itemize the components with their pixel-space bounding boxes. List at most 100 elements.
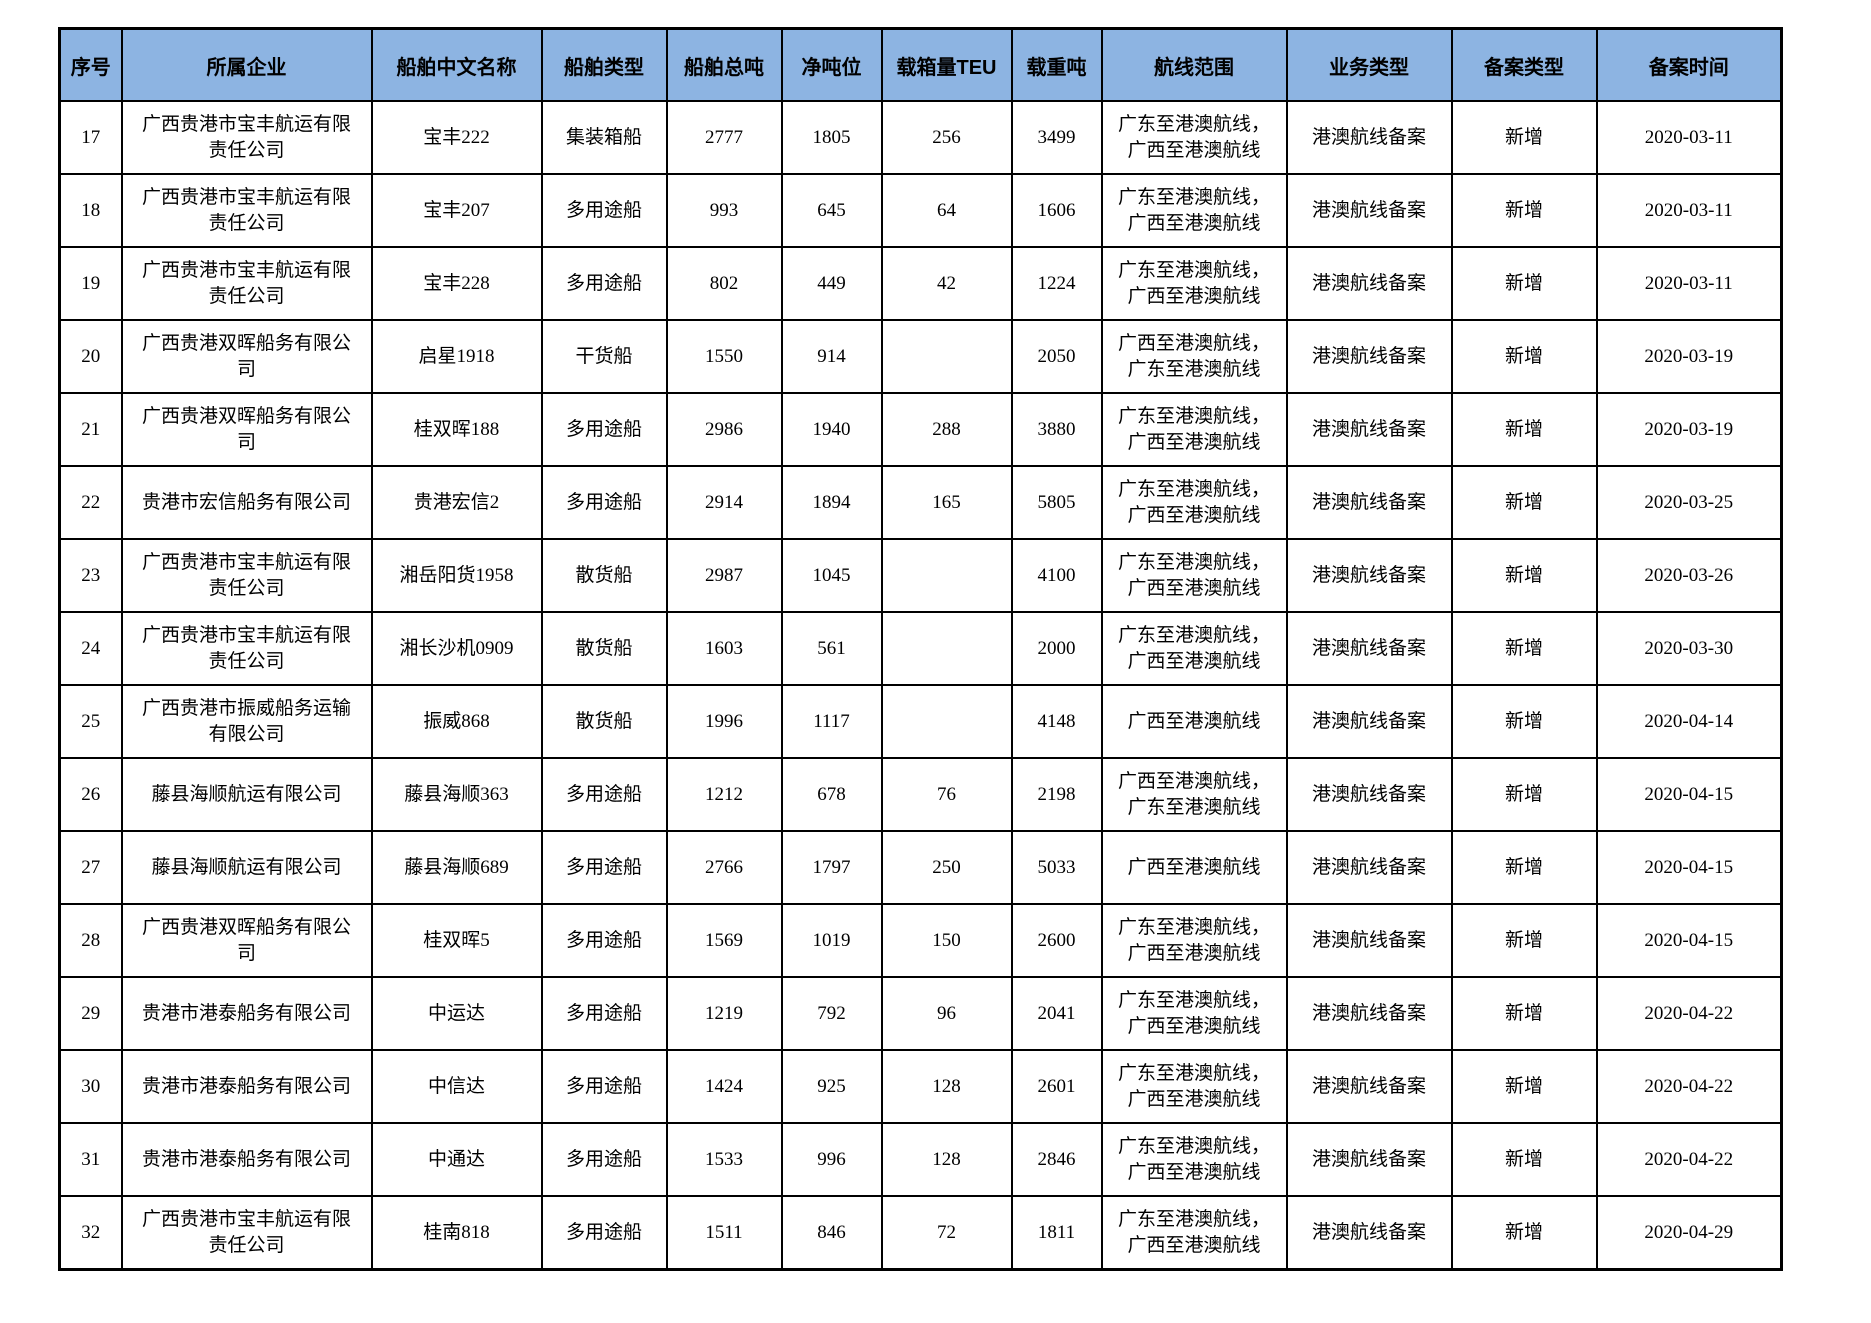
- cell-net: 678: [780, 757, 883, 832]
- cell-teu: 165: [880, 465, 1013, 540]
- cell-ship-name: 藤县海顺689: [370, 830, 543, 905]
- cell-date: 2020-04-22: [1595, 976, 1783, 1051]
- cell-route: 广东至港澳航线，广西至港澳航线: [1100, 246, 1288, 321]
- table-row: 29 贵港市港泰船务有限公司 中运达 多用途船 1219 792 96 2041 广东至港澳航线…: [58, 976, 1783, 1051]
- cell-dwt: 2041: [1010, 976, 1103, 1051]
- cell-dwt: 4100: [1010, 538, 1103, 613]
- cell-date: 2020-04-15: [1595, 830, 1783, 905]
- header-row: 序号 所属企业 船舶中文名称 船舶类型 船舶总吨 净吨位 载箱量TEU 载重吨 航线范围 业务类型…: [58, 27, 1783, 102]
- column-header-gross: 船舶总吨: [665, 27, 783, 102]
- cell-dwt: 4148: [1010, 684, 1103, 759]
- cell-filing: 新增: [1450, 465, 1598, 540]
- cell-dwt: 1811: [1010, 1195, 1103, 1271]
- cell-ship-name: 湘岳阳货1958: [370, 538, 543, 613]
- cell-teu: 76: [880, 757, 1013, 832]
- cell-route: 广东至港澳航线，广西至港澳航线: [1100, 1195, 1288, 1271]
- cell-date: 2020-03-19: [1595, 319, 1783, 394]
- cell-gross: 1996: [665, 684, 783, 759]
- cell-ship-name: 中信达: [370, 1049, 543, 1124]
- cell-gross: 1603: [665, 611, 783, 686]
- cell-company: 广西贵港双晖船务有限公司: [120, 392, 373, 467]
- table-row: 32 广西贵港市宝丰航运有限责任公司 桂南818 多用途船 1511 846 72 1811 广…: [58, 1195, 1783, 1271]
- column-header-route: 航线范围: [1100, 27, 1288, 102]
- cell-dwt: 5033: [1010, 830, 1103, 905]
- cell-net: 1940: [780, 392, 883, 467]
- cell-date: 2020-04-15: [1595, 903, 1783, 978]
- cell-net: 1019: [780, 903, 883, 978]
- cell-seq: 19: [58, 246, 123, 321]
- cell-business: 港澳航线备案: [1285, 100, 1453, 175]
- cell-ship-type: 多用途船: [540, 903, 668, 978]
- cell-route: 广东至港澳航线，广西至港澳航线: [1100, 465, 1288, 540]
- cell-dwt: 1606: [1010, 173, 1103, 248]
- cell-business: 港澳航线备案: [1285, 392, 1453, 467]
- cell-net: 1805: [780, 100, 883, 175]
- cell-filing: 新增: [1450, 976, 1598, 1051]
- table-row: 22 贵港市宏信船务有限公司 贵港宏信2 多用途船 2914 1894 165 5805 广东至…: [58, 465, 1783, 540]
- cell-gross: 1550: [665, 319, 783, 394]
- cell-dwt: 2846: [1010, 1122, 1103, 1197]
- table-row: 25 广西贵港市振威船务运输有限公司 振威868 散货船 1996 1117 4148 广西至…: [58, 684, 1783, 759]
- column-header-filing: 备案类型: [1450, 27, 1598, 102]
- cell-filing: 新增: [1450, 1049, 1598, 1124]
- cell-ship-name: 振威868: [370, 684, 543, 759]
- cell-filing: 新增: [1450, 246, 1598, 321]
- cell-route: 广东至港澳航线，广西至港澳航线: [1100, 1049, 1288, 1124]
- cell-ship-type: 多用途船: [540, 246, 668, 321]
- cell-teu: 42: [880, 246, 1013, 321]
- cell-ship-type: 多用途船: [540, 830, 668, 905]
- cell-seq: 22: [58, 465, 123, 540]
- cell-date: 2020-03-11: [1595, 246, 1783, 321]
- cell-ship-name: 贵港宏信2: [370, 465, 543, 540]
- cell-seq: 26: [58, 757, 123, 832]
- cell-ship-name: 湘长沙机0909: [370, 611, 543, 686]
- cell-teu: 72: [880, 1195, 1013, 1271]
- cell-net: 561: [780, 611, 883, 686]
- cell-business: 港澳航线备案: [1285, 538, 1453, 613]
- column-header-date: 备案时间: [1595, 27, 1783, 102]
- cell-seq: 27: [58, 830, 123, 905]
- cell-net: 1117: [780, 684, 883, 759]
- cell-ship-type: 多用途船: [540, 392, 668, 467]
- cell-net: 996: [780, 1122, 883, 1197]
- cell-teu: [880, 684, 1013, 759]
- cell-business: 港澳航线备案: [1285, 1195, 1453, 1271]
- cell-net: 449: [780, 246, 883, 321]
- cell-filing: 新增: [1450, 903, 1598, 978]
- table-row: 20 广西贵港双晖船务有限公司 启星1918 干货船 1550 914 2050 广西至港澳航…: [58, 319, 1783, 394]
- cell-dwt: 3499: [1010, 100, 1103, 175]
- cell-company: 广西贵港市宝丰航运有限责任公司: [120, 100, 373, 175]
- cell-ship-name: 中运达: [370, 976, 543, 1051]
- cell-company: 广西贵港市宝丰航运有限责任公司: [120, 538, 373, 613]
- cell-business: 港澳航线备案: [1285, 684, 1453, 759]
- cell-ship-name: 启星1918: [370, 319, 543, 394]
- cell-company: 广西贵港市振威船务运输有限公司: [120, 684, 373, 759]
- cell-ship-type: 散货船: [540, 538, 668, 613]
- cell-date: 2020-04-14: [1595, 684, 1783, 759]
- table-row: 19 广西贵港市宝丰航运有限责任公司 宝丰228 多用途船 802 449 42 1224 广东…: [58, 246, 1783, 321]
- ship-filing-table: 序号 所属企业 船舶中文名称 船舶类型 船舶总吨 净吨位 载箱量TEU 载重吨 航线范围 业务类型…: [58, 27, 1783, 1271]
- cell-filing: 新增: [1450, 757, 1598, 832]
- cell-ship-name: 宝丰228: [370, 246, 543, 321]
- cell-net: 792: [780, 976, 883, 1051]
- cell-company: 广西贵港市宝丰航运有限责任公司: [120, 173, 373, 248]
- cell-filing: 新增: [1450, 538, 1598, 613]
- cell-filing: 新增: [1450, 173, 1598, 248]
- cell-gross: 802: [665, 246, 783, 321]
- cell-seq: 31: [58, 1122, 123, 1197]
- cell-route: 广西至港澳航线，广东至港澳航线: [1100, 319, 1288, 394]
- cell-ship-type: 多用途船: [540, 173, 668, 248]
- cell-company: 贵港市港泰船务有限公司: [120, 976, 373, 1051]
- cell-ship-name: 藤县海顺363: [370, 757, 543, 832]
- cell-dwt: 2000: [1010, 611, 1103, 686]
- cell-ship-name: 桂南818: [370, 1195, 543, 1271]
- cell-ship-type: 干货船: [540, 319, 668, 394]
- cell-net: 1045: [780, 538, 883, 613]
- cell-seq: 17: [58, 100, 123, 175]
- cell-filing: 新增: [1450, 1122, 1598, 1197]
- cell-gross: 993: [665, 173, 783, 248]
- cell-teu: 96: [880, 976, 1013, 1051]
- cell-business: 港澳航线备案: [1285, 611, 1453, 686]
- cell-seq: 32: [58, 1195, 123, 1271]
- cell-seq: 18: [58, 173, 123, 248]
